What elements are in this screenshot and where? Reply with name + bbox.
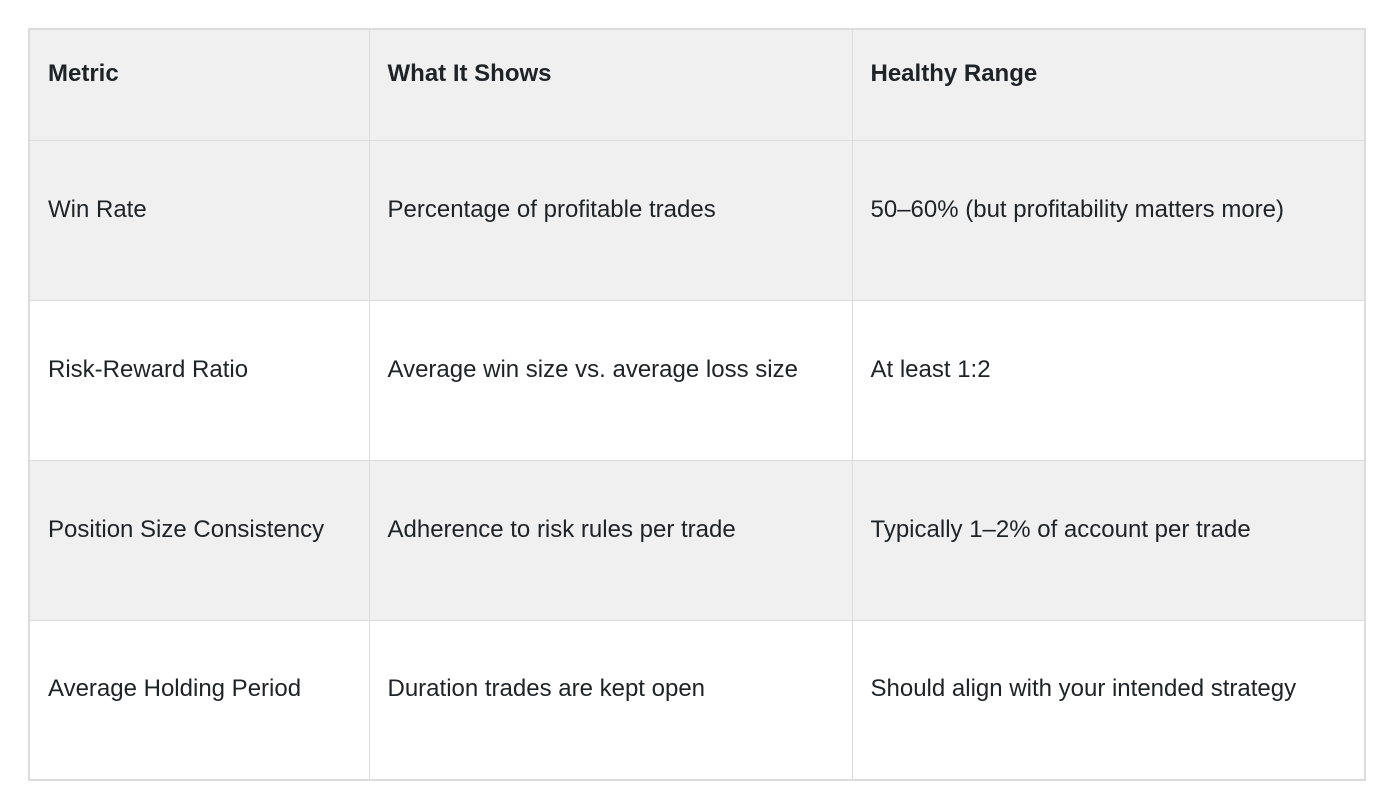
cell-healthy-range: Typically 1–2% of account per trade bbox=[851, 459, 1366, 621]
table-row: Position Size Consistency Adherence to r… bbox=[28, 459, 1366, 621]
table-row: Win Rate Percentage of profitable trades… bbox=[28, 139, 1366, 301]
cell-what-it-shows: Percentage of profitable trades bbox=[368, 139, 853, 301]
cell-what-it-shows: Duration trades are kept open bbox=[368, 619, 853, 781]
column-header-what-it-shows: What It Shows bbox=[368, 28, 853, 141]
cell-metric: Position Size Consistency bbox=[28, 459, 370, 621]
cell-metric: Risk-Reward Ratio bbox=[28, 299, 370, 461]
column-header-metric: Metric bbox=[28, 28, 370, 141]
table-row: Risk-Reward Ratio Average win size vs. a… bbox=[28, 299, 1366, 461]
table-row: Average Holding Period Duration trades a… bbox=[28, 619, 1366, 781]
cell-metric: Win Rate bbox=[28, 139, 370, 301]
cell-healthy-range: Should align with your intended strategy bbox=[851, 619, 1366, 781]
cell-metric: Average Holding Period bbox=[28, 619, 370, 781]
cell-healthy-range: 50–60% (but profitability matters more) bbox=[851, 139, 1366, 301]
cell-what-it-shows: Average win size vs. average loss size bbox=[368, 299, 853, 461]
column-header-healthy-range: Healthy Range bbox=[851, 28, 1366, 141]
table-header-row: Metric What It Shows Healthy Range bbox=[28, 28, 1366, 141]
cell-what-it-shows: Adherence to risk rules per trade bbox=[368, 459, 853, 621]
metrics-comparison-table: Metric What It Shows Healthy Range Win R… bbox=[28, 28, 1366, 781]
cell-healthy-range: At least 1:2 bbox=[851, 299, 1366, 461]
